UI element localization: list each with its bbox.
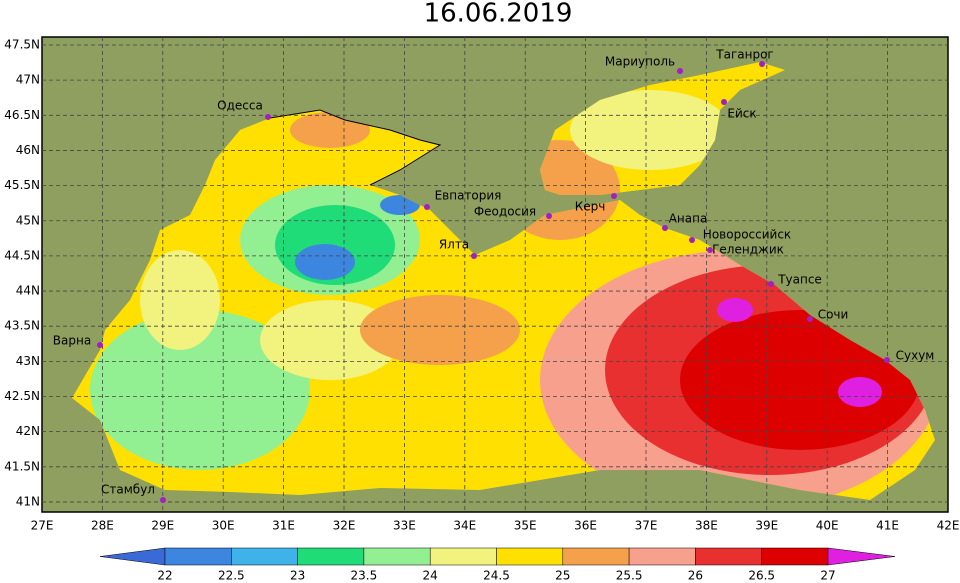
map-title: 16.06.2019 (424, 0, 573, 29)
lat-label: 47.5N (4, 38, 40, 52)
city-dot (546, 213, 552, 219)
city-dot (759, 61, 765, 67)
colorbar-label: 24 (423, 569, 438, 583)
city-label: Анапа (669, 212, 708, 226)
city-label: Ялта (439, 238, 469, 252)
graticule (42, 37, 948, 512)
city-label: Сочи (818, 308, 849, 322)
coastline (269, 109, 442, 186)
city-label: Феодосия (474, 205, 536, 219)
lon-label: 32E (333, 519, 356, 533)
city-label: Мариуполь (605, 55, 675, 69)
axis-labels: 47.5N 47N 46.5N 46N 45.5N 45N 44.5N 44N 43.5N 43N… (4, 38, 959, 533)
city-dot (707, 247, 713, 253)
city-dot (884, 357, 890, 363)
colorbar-label: 26 (688, 569, 703, 583)
lon-label: 42E (937, 519, 960, 533)
lon-label: 40E (816, 519, 839, 533)
city-dot (721, 99, 727, 105)
colorbar-label: 25 (555, 569, 570, 583)
lon-label: 39E (755, 519, 778, 533)
city-dot (768, 281, 774, 287)
colorbar-label: 22 (157, 569, 172, 583)
lon-label: 34E (453, 519, 476, 533)
city-dot (677, 68, 683, 74)
lat-label: 42.5N (4, 389, 40, 403)
colorbar-bin (496, 547, 564, 566)
lat-label: 43N (16, 354, 40, 368)
city-label: Варна (53, 334, 91, 348)
lat-label: 45N (16, 213, 40, 227)
lon-label: 38E (695, 519, 718, 533)
city-dot (662, 225, 668, 231)
colorbar-label: 26.5 (748, 569, 775, 583)
city-label: Одесса (217, 99, 263, 113)
city-dot (424, 204, 430, 210)
city-dot (97, 342, 103, 348)
colorbar-bin (297, 547, 365, 566)
colorbar-bin (429, 547, 497, 566)
city-dot (471, 253, 477, 259)
lon-label: 37E (635, 519, 658, 533)
city-dot (807, 316, 813, 322)
colorbar-bin (562, 547, 630, 566)
city-dot (160, 497, 166, 503)
lat-label: 41N (16, 494, 40, 508)
lon-label: 31E (272, 519, 295, 533)
lat-label: 43.5N (4, 319, 40, 333)
city-label: Туапсе (777, 273, 822, 287)
city-dot (689, 237, 695, 243)
city-label: Керч (575, 200, 606, 214)
colorbar-bin (628, 547, 696, 566)
lat-label: 47N (16, 73, 40, 87)
lon-label: 27E (31, 519, 54, 533)
colorbar-label: 25.5 (616, 569, 643, 583)
colorbar-label: 27 (820, 569, 835, 583)
city-label: Ейск (727, 107, 756, 121)
city-dot (265, 114, 271, 120)
colorbar-bin (695, 547, 762, 566)
lon-label: 36E (574, 519, 597, 533)
colorbar-label: 23.5 (351, 569, 378, 583)
lon-label: 35E (514, 519, 537, 533)
colorbar: 22 22.5 23 23.5 24 24.5 25 25.5 26 26.5 27 (99, 547, 896, 583)
lat-label: 46.5N (4, 108, 40, 122)
lon-label: 33E (393, 519, 416, 533)
city-dot (611, 193, 617, 199)
lat-label: 45.5N (4, 178, 40, 192)
colorbar-label: 24.5 (483, 569, 510, 583)
lat-label: 41.5N (4, 459, 40, 473)
city-label: Стамбул (101, 483, 155, 497)
lat-label: 44N (16, 284, 40, 298)
lat-label: 44.5N (4, 248, 40, 262)
lon-label: 28E (91, 519, 114, 533)
city-label: Новороссийск (703, 228, 791, 242)
lon-label: 30E (212, 519, 235, 533)
colorbar-label: 22.5 (218, 569, 245, 583)
colorbar-bin (164, 547, 232, 566)
colorbar-bin (363, 547, 431, 566)
lat-label: 42N (16, 424, 40, 438)
cities: Одесса Мариуполь Таганрог Ейск Евпатория Феод… (53, 48, 935, 503)
city-label: Геленджик (712, 243, 784, 257)
city-label: Сухум (896, 349, 935, 363)
colorbar-max-arrow (827, 547, 896, 566)
city-label: Таганрог (715, 48, 773, 62)
colorbar-label: 23 (290, 569, 305, 583)
colorbar-min-arrow (99, 547, 166, 566)
lat-label: 46N (16, 143, 40, 157)
city-label: Евпатория (435, 189, 502, 203)
lon-label: 41E (876, 519, 899, 533)
lon-label: 29E (151, 519, 174, 533)
colorbar-bin (231, 547, 298, 566)
colorbar-bin (761, 547, 829, 566)
